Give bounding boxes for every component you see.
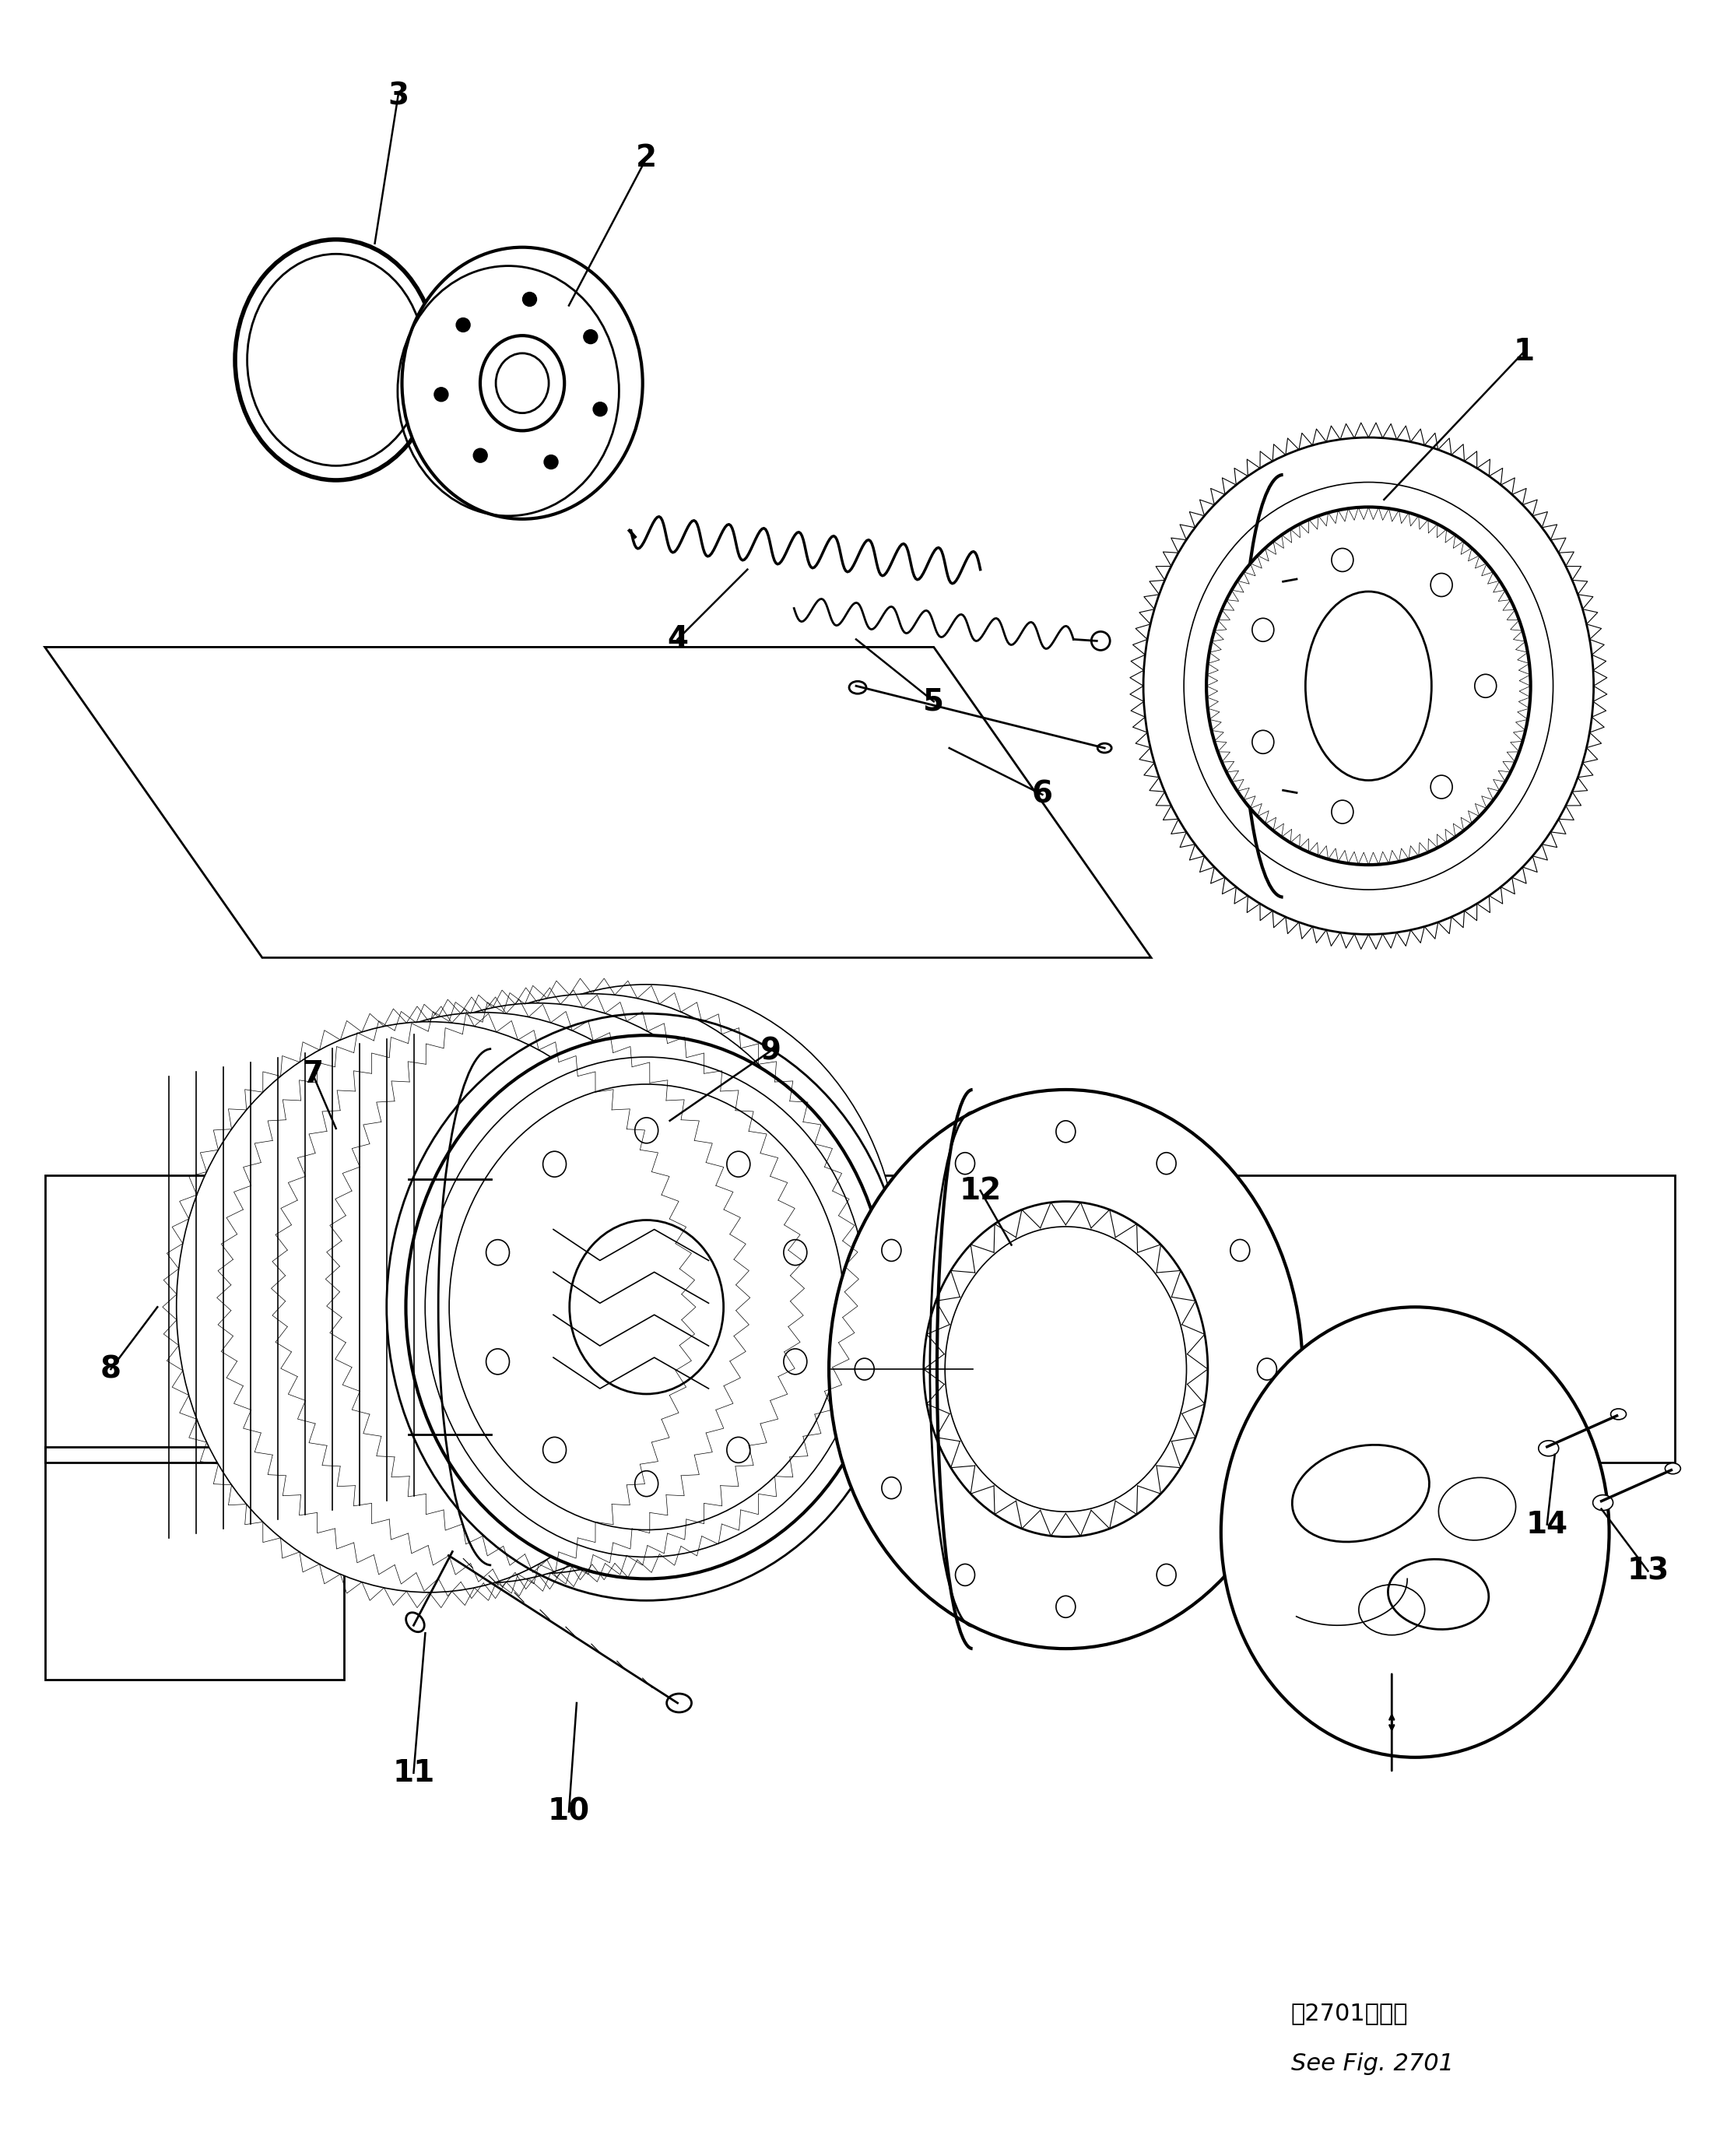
Ellipse shape <box>1305 591 1431 780</box>
Ellipse shape <box>456 317 470 332</box>
Ellipse shape <box>1221 1307 1610 1757</box>
Text: See Fig. 2701: See Fig. 2701 <box>1290 2053 1453 2076</box>
Ellipse shape <box>487 1350 509 1373</box>
Ellipse shape <box>667 1695 691 1712</box>
Ellipse shape <box>1665 1464 1680 1475</box>
Ellipse shape <box>177 1022 681 1593</box>
Ellipse shape <box>784 1240 807 1266</box>
Ellipse shape <box>944 1227 1187 1511</box>
Text: 6: 6 <box>1032 780 1053 808</box>
Text: 第2701図参照: 第2701図参照 <box>1290 2003 1409 2024</box>
Text: 9: 9 <box>760 1037 781 1065</box>
Ellipse shape <box>955 1153 975 1175</box>
Text: 13: 13 <box>1627 1557 1668 1587</box>
Text: 2: 2 <box>636 142 657 172</box>
Text: 8: 8 <box>100 1354 122 1384</box>
Ellipse shape <box>1156 1563 1176 1587</box>
Ellipse shape <box>1056 1595 1075 1617</box>
Ellipse shape <box>1474 675 1496 699</box>
Ellipse shape <box>882 1240 901 1261</box>
Text: 7: 7 <box>303 1059 323 1089</box>
Ellipse shape <box>480 336 564 431</box>
Ellipse shape <box>1230 1240 1250 1261</box>
Ellipse shape <box>829 1089 1302 1649</box>
Circle shape <box>1092 632 1109 651</box>
Ellipse shape <box>882 1477 901 1498</box>
Text: 1: 1 <box>1514 336 1534 367</box>
Ellipse shape <box>353 1046 777 1522</box>
Ellipse shape <box>635 1470 659 1496</box>
Ellipse shape <box>1252 731 1275 755</box>
Ellipse shape <box>728 1151 750 1177</box>
Ellipse shape <box>495 354 549 414</box>
Ellipse shape <box>1431 776 1452 798</box>
Text: 3: 3 <box>387 82 409 110</box>
Text: 12: 12 <box>960 1175 1001 1205</box>
Ellipse shape <box>402 248 643 520</box>
Ellipse shape <box>1056 1121 1075 1143</box>
Ellipse shape <box>244 1063 667 1542</box>
Ellipse shape <box>1593 1494 1613 1511</box>
Ellipse shape <box>635 1117 659 1143</box>
Ellipse shape <box>544 455 557 470</box>
Text: 4: 4 <box>667 625 688 653</box>
Ellipse shape <box>1538 1440 1558 1455</box>
Ellipse shape <box>1331 800 1354 824</box>
Ellipse shape <box>855 1358 874 1380</box>
Ellipse shape <box>784 1350 807 1373</box>
Ellipse shape <box>248 254 425 466</box>
Ellipse shape <box>1206 507 1531 865</box>
Text: 5: 5 <box>924 686 944 716</box>
Ellipse shape <box>523 293 537 306</box>
Ellipse shape <box>286 1003 791 1574</box>
Ellipse shape <box>728 1438 750 1462</box>
Ellipse shape <box>1156 1153 1176 1175</box>
Ellipse shape <box>433 388 449 401</box>
Ellipse shape <box>1252 619 1275 642</box>
Ellipse shape <box>1097 744 1111 752</box>
Ellipse shape <box>406 1613 425 1632</box>
Ellipse shape <box>583 330 597 343</box>
Ellipse shape <box>473 448 487 461</box>
Ellipse shape <box>1610 1408 1625 1419</box>
Ellipse shape <box>544 1151 566 1177</box>
Ellipse shape <box>593 403 607 416</box>
Ellipse shape <box>394 985 900 1554</box>
Ellipse shape <box>1257 1358 1276 1380</box>
Ellipse shape <box>1230 1477 1250 1498</box>
Ellipse shape <box>1331 548 1354 571</box>
Text: 10: 10 <box>547 1796 590 1826</box>
Ellipse shape <box>299 1054 722 1533</box>
Ellipse shape <box>1431 573 1452 597</box>
Ellipse shape <box>230 1013 736 1583</box>
Ellipse shape <box>569 1220 724 1395</box>
Ellipse shape <box>955 1563 975 1587</box>
Ellipse shape <box>408 1035 831 1514</box>
Ellipse shape <box>487 1240 509 1266</box>
Text: 11: 11 <box>392 1757 435 1787</box>
Ellipse shape <box>339 994 845 1565</box>
Ellipse shape <box>544 1438 566 1462</box>
Text: 14: 14 <box>1526 1509 1569 1539</box>
Ellipse shape <box>406 1035 888 1578</box>
Ellipse shape <box>850 681 867 694</box>
